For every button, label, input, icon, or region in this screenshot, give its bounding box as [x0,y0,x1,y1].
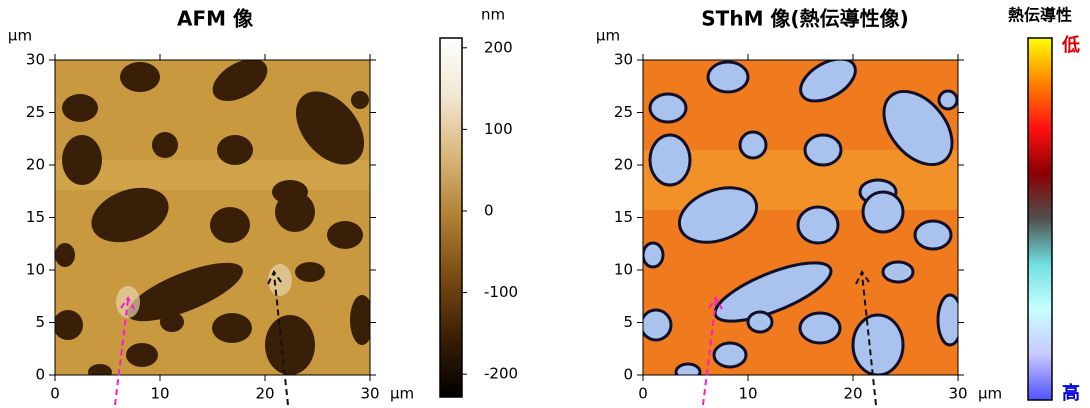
image [55,60,370,375]
colorbar [439,37,463,398]
y-tick-label: 0 [623,366,633,384]
y-tick-label: 25 [614,103,633,121]
panel: AFM 像 0 10 20 30 μm 0 5 10 15 20 25 30 μm [8,7,414,406]
x-axis-label: μm [390,385,414,403]
y-tick-label: 30 [26,51,45,69]
arrow [114,296,135,406]
x-tick-label: 20 [843,385,862,403]
panel: SThM 像(熱伝導性像) 0 10 20 30 μm 0 5 10 15 20 25 30 μm [596,7,1002,406]
arrow [855,270,877,406]
y-tick-label: 15 [614,208,633,226]
arrow [267,270,289,406]
y-tick-label: 10 [614,261,633,279]
colorbar-tick-label: -200 [484,365,518,383]
x-tick-label: 20 [255,385,274,403]
x-tick-label: 0 [50,385,60,403]
y-tick-label: 20 [26,156,45,174]
panel-title: AFM 像 [177,7,254,31]
colorbar-tick-label: 200 [484,38,513,56]
x-tick-label: 10 [150,385,169,403]
y-axis-label: μm [596,27,620,45]
colorbar-label: nm [481,6,505,24]
y-tick-label: 25 [26,103,45,121]
y-tick-label: 5 [35,313,45,331]
y-tick-label: 0 [35,366,45,384]
colorbar-tick-label: 100 [484,120,513,138]
y-tick-label: 15 [26,208,45,226]
image [643,60,958,375]
y-tick-label: 20 [614,156,633,174]
colorbar-label: 熱伝導性 [1008,6,1072,25]
y-tick-label: 10 [26,261,45,279]
x-tick-label: 0 [638,385,648,403]
arrow [702,296,723,406]
x-tick-label: 30 [948,385,967,403]
colorbar-top-label: 低 [1061,34,1080,56]
x-tick-label: 10 [738,385,757,403]
x-axis-label: μm [978,385,1002,403]
colorbar-tick-label: 0 [484,201,494,219]
y-tick-label: 30 [614,51,633,69]
colorbar-bottom-label: 高 [1062,382,1080,404]
y-axis-label: μm [8,27,32,45]
panel-title: SThM 像(熱伝導性像) [701,7,908,31]
stripe [55,160,370,190]
y-tick-label: 5 [623,313,633,331]
colorbar [1027,37,1053,401]
x-tick-label: 30 [360,385,379,403]
colorbar-tick-label: -100 [484,283,518,301]
